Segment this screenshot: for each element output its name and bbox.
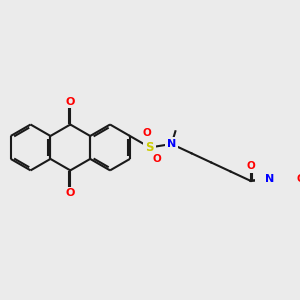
Text: O: O: [246, 161, 255, 171]
Text: O: O: [142, 128, 151, 138]
Text: N: N: [265, 174, 274, 184]
Text: O: O: [296, 174, 300, 184]
Text: N: N: [167, 139, 176, 149]
Text: S: S: [146, 141, 154, 154]
Text: N: N: [265, 174, 274, 184]
Text: O: O: [66, 97, 75, 107]
Text: O: O: [66, 188, 75, 198]
Text: O: O: [152, 154, 161, 164]
